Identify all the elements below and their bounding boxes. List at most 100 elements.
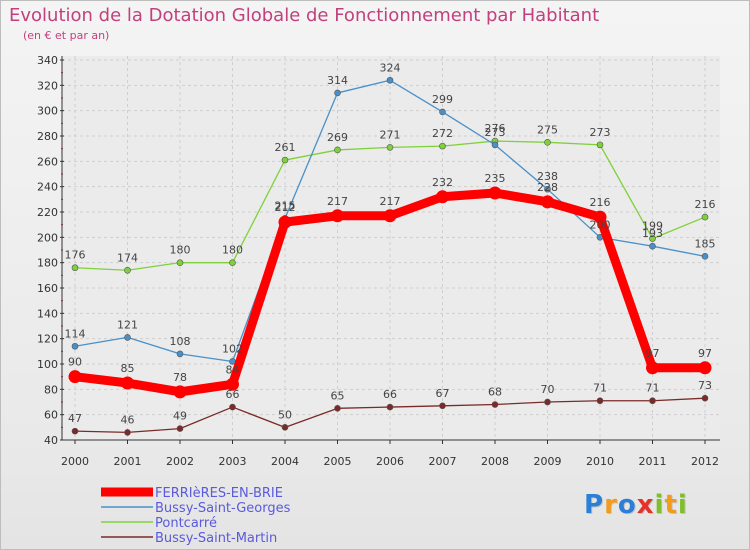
brand-logo: Proxiti: [584, 490, 688, 520]
data-label-ferri-res-en-brie: 90: [68, 356, 82, 369]
data-label-bussy-saint-georges: 200: [590, 218, 611, 231]
data-point-bussy-saint-martin: [386, 403, 394, 411]
data-point-bussy-saint-martin: [596, 397, 604, 405]
data-label-ferri-res-en-brie: 212: [275, 201, 296, 214]
x-tick-label: 2010: [586, 455, 614, 468]
y-tick-label: 100: [37, 358, 58, 371]
y-tick-label: 260: [37, 155, 58, 168]
x-tick-label: 2005: [324, 455, 352, 468]
data-point-ferri-res-en-brie: [698, 361, 712, 375]
data-point-bussy-saint-georges: [649, 242, 656, 250]
y-tick-label: 200: [37, 231, 58, 244]
y-tick-label: 280: [37, 130, 58, 143]
data-label-bussy-saint-martin: 71: [646, 382, 660, 395]
data-label-ferri-res-en-brie: 232: [432, 176, 453, 189]
data-label-bussy-saint-martin: 68: [488, 386, 502, 399]
data-point-bussy-saint-georges: [491, 141, 499, 149]
data-label-bussy-saint-martin: 66: [226, 388, 240, 401]
data-point-ferri-res-en-brie: [331, 209, 344, 223]
brand-letter: x: [636, 490, 655, 520]
data-point-ferri-res-en-brie: [593, 210, 607, 224]
data-label-bussy-saint-georges: 324: [380, 61, 401, 74]
data-label-pontcarr-: 216: [695, 198, 716, 211]
x-tick-label: 2002: [166, 455, 194, 468]
data-label-ferri-res-en-brie: 217: [380, 195, 401, 208]
data-point-pontcarr-: [71, 264, 79, 272]
data-point-pontcarr-: [229, 259, 236, 266]
data-label-pontcarr-: 275: [537, 123, 558, 136]
data-point-pontcarr-: [124, 266, 131, 274]
data-label-bussy-saint-georges: 238: [537, 170, 558, 183]
y-tick-label: 340: [37, 54, 58, 67]
data-label-ferri-res-en-brie: 78: [173, 371, 187, 384]
data-label-ferri-res-en-brie: 235: [485, 172, 506, 185]
data-label-bussy-saint-georges: 185: [695, 237, 716, 250]
y-tick-label: 160: [37, 282, 58, 295]
data-label-pontcarr-: 199: [642, 220, 663, 233]
data-point-pontcarr-: [334, 146, 341, 154]
data-label-bussy-saint-martin: 67: [436, 387, 450, 400]
plot-area: [62, 56, 720, 440]
data-point-bussy-saint-georges: [71, 342, 79, 350]
data-label-pontcarr-: 271: [380, 128, 401, 141]
data-point-ferri-res-en-brie: [173, 385, 187, 399]
legend-label: Pontcarré: [155, 516, 217, 531]
data-label-ferri-res-en-brie: 84: [226, 363, 240, 376]
data-label-ferri-res-en-brie: 217: [327, 195, 348, 208]
data-point-pontcarr-: [386, 144, 394, 151]
data-point-ferri-res-en-brie: [278, 215, 292, 229]
data-label-pontcarr-: 180: [222, 244, 243, 257]
brand-letter: r: [604, 490, 618, 520]
data-point-bussy-saint-georges: [176, 350, 184, 358]
y-tick-label: 60: [44, 409, 58, 422]
data-label-ferri-res-en-brie: 97: [698, 347, 712, 360]
x-tick-label: 2011: [639, 455, 667, 468]
data-point-bussy-saint-martin: [124, 429, 131, 436]
data-label-bussy-saint-martin: 49: [173, 410, 187, 423]
data-label-bussy-saint-georges: 108: [170, 335, 191, 348]
x-tick-label: 2000: [61, 455, 89, 468]
brand-letter: i: [677, 490, 688, 520]
legend-label: Bussy-Saint-Georges: [155, 501, 291, 516]
data-point-bussy-saint-martin: [71, 427, 79, 435]
data-label-bussy-saint-martin: 47: [68, 412, 82, 425]
data-label-pontcarr-: 276: [485, 122, 506, 135]
data-point-bussy-saint-martin: [491, 401, 499, 408]
data-point-bussy-saint-martin: [229, 403, 236, 411]
data-label-bussy-saint-martin: 70: [541, 383, 555, 396]
brand-letter: i: [654, 490, 665, 520]
data-label-ferri-res-en-brie: 216: [590, 196, 611, 209]
data-label-bussy-saint-martin: 71: [593, 382, 607, 395]
brand-letter: P: [584, 490, 605, 520]
data-label-pontcarr-: 180: [170, 244, 191, 257]
data-label-pontcarr-: 176: [65, 249, 86, 262]
y-tick-label: 120: [37, 333, 58, 346]
data-point-ferri-res-en-brie: [646, 361, 659, 375]
y-tick-label: 240: [37, 181, 58, 194]
data-point-bussy-saint-georges: [334, 89, 341, 97]
data-label-bussy-saint-martin: 73: [698, 379, 712, 392]
y-tick-label: 40: [44, 434, 58, 447]
data-point-ferri-res-en-brie: [383, 209, 397, 223]
data-point-ferri-res-en-brie: [541, 195, 554, 209]
data-point-bussy-saint-martin: [176, 425, 184, 432]
data-point-bussy-saint-georges: [439, 108, 446, 116]
data-point-bussy-saint-martin: [439, 402, 446, 410]
y-tick-label: 220: [37, 206, 58, 219]
data-point-pontcarr-: [701, 213, 709, 221]
data-point-bussy-saint-martin: [544, 398, 551, 406]
data-point-pontcarr-: [281, 156, 289, 164]
x-tick-label: 2009: [534, 455, 562, 468]
data-point-bussy-saint-georges: [124, 334, 131, 341]
data-label-bussy-saint-georges: 193: [642, 227, 663, 240]
data-label-ferri-res-en-brie: 228: [537, 181, 558, 194]
data-point-ferri-res-en-brie: [68, 370, 82, 384]
data-point-bussy-saint-martin: [281, 424, 289, 431]
y-tick-label: 320: [37, 79, 58, 92]
data-point-ferri-res-en-brie: [488, 186, 502, 200]
x-tick-label: 2008: [481, 455, 509, 468]
data-label-pontcarr-: 261: [275, 141, 296, 154]
data-label-bussy-saint-martin: 66: [383, 388, 397, 401]
data-point-ferri-res-en-brie: [226, 377, 239, 391]
